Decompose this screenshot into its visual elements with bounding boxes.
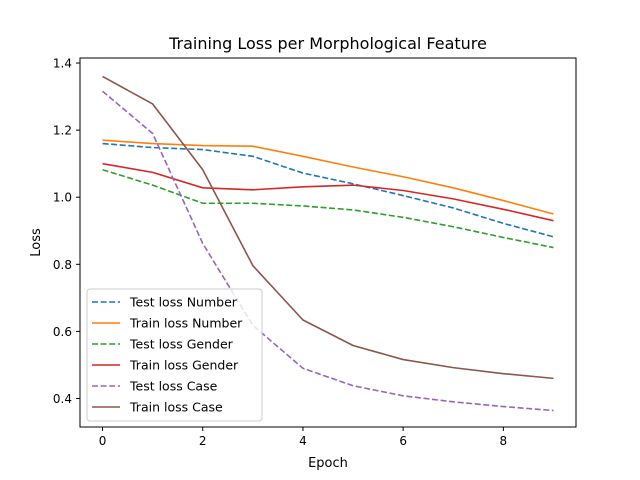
series-line-1 <box>102 142 554 238</box>
legend: Test loss Number Train loss Number Test lo… <box>86 288 263 422</box>
axes-frame <box>79 57 577 428</box>
series-line-5 <box>102 90 554 412</box>
legend-label: Test loss Case <box>129 379 218 394</box>
y-axis-ticks: 0.4 0.6 0.8 1.0 1.2 1.4 <box>53 57 80 406</box>
x-tick-label: 8 <box>500 434 508 448</box>
legend-label: Train loss Case <box>129 400 223 415</box>
x-axis-ticks: 0 2 4 6 8 <box>99 427 507 448</box>
x-tick-label: 2 <box>199 434 207 448</box>
y-tick-label: 0.4 <box>53 392 72 406</box>
y-tick-label: 1.2 <box>53 124 72 138</box>
y-axis-label: Loss <box>29 228 44 257</box>
series-line-3 <box>102 168 554 249</box>
y-tick-label: 1.4 <box>53 57 72 71</box>
chart-title: Training Loss per Morphological Feature <box>168 34 487 53</box>
legend-label: Train loss Number <box>129 316 243 331</box>
series-line-6 <box>102 75 554 380</box>
x-tick-label: 4 <box>299 434 307 448</box>
series-line-4 <box>102 162 554 222</box>
x-axis-label: Epoch <box>308 456 348 471</box>
plot-area <box>102 75 554 412</box>
legend-box <box>86 288 263 422</box>
y-tick-label: 0.8 <box>53 258 72 272</box>
legend-label: Train loss Gender <box>129 358 239 373</box>
y-tick-label: 0.6 <box>53 325 72 339</box>
series-line-2 <box>102 139 554 215</box>
x-tick-label: 6 <box>399 434 407 448</box>
x-tick-label: 0 <box>99 434 107 448</box>
legend-label: Test loss Number <box>129 295 238 310</box>
y-tick-label: 1.0 <box>53 191 72 205</box>
legend-label: Test loss Gender <box>129 337 234 352</box>
